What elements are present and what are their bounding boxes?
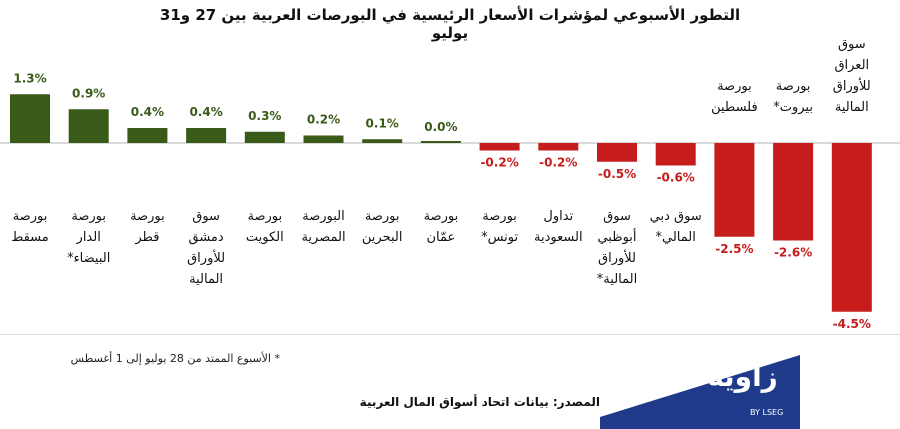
category-label: البورصة المصرية [301, 209, 345, 245]
bar-group: 0.4% بورصة قطر [127, 105, 168, 245]
bar [362, 139, 403, 143]
zawya-logo [600, 355, 800, 429]
footer-divider [0, 334, 900, 335]
value-label: -0.2% [480, 156, 518, 170]
category-label: بورصة فلسطين [711, 79, 758, 115]
value-label: -2.5% [715, 242, 753, 256]
bar [538, 143, 579, 151]
category-label: بورصة عمّان [424, 209, 459, 245]
value-label: -0.6% [657, 171, 695, 185]
bar-group: -0.5% سوق أبوظبي للأوراق المالية* [597, 143, 637, 287]
bar-group: -2.6% بورصة بيروت* [773, 79, 814, 260]
value-label: 0.2% [307, 113, 340, 127]
bar [420, 141, 461, 143]
category-label: بورصة قطر [130, 209, 165, 245]
category-label: بورصة مسقط [11, 209, 48, 245]
category-label: سوق دبي المالي* [650, 209, 702, 245]
bar [714, 143, 755, 237]
value-label: -0.5% [598, 167, 636, 181]
chart-title: التطور الأسبوعي لمؤشرات الأسعار الرئيسية… [159, 6, 741, 42]
bar [597, 143, 637, 162]
category-label: بورصة الدار البيضاء* [67, 209, 110, 266]
bar-group: -0.2% تداول السعودية [534, 143, 583, 245]
value-label: 0.4% [131, 105, 164, 119]
bar-group: -0.6% سوق دبي المالي* [650, 143, 702, 245]
bar-group: -0.2% بورصة تونس* [479, 143, 520, 245]
category-label: سوق دمشق للأوراق المالية [187, 209, 225, 287]
bar [68, 109, 109, 143]
value-label: 0.4% [189, 105, 222, 119]
category-label: بورصة تونس* [481, 209, 518, 245]
footnote: * الأسبوع الممتد من 28 يوليو إلى 1 أغسطس [70, 352, 280, 365]
bar-group: 0.1% بورصة البحرين [362, 116, 403, 245]
value-label: -2.6% [774, 246, 812, 260]
logo-text: زاوية [707, 360, 778, 393]
bar [773, 143, 814, 241]
value-label: -4.5% [833, 317, 871, 331]
bar [10, 94, 50, 143]
category-label: سوق أبوظبي للأوراق المالية* [597, 209, 637, 287]
bar-group: 0.0% بورصة عمّان [420, 120, 461, 245]
category-label: سوق العراق للأوراق المالية [833, 37, 871, 115]
category-label: بورصة بيروت* [773, 79, 813, 115]
bar-group: -2.5% بورصة فلسطين [711, 79, 758, 256]
bar [831, 143, 872, 312]
bar-group: 1.3% بورصة مسقط [10, 71, 50, 245]
category-label: بورصة البحرين [362, 209, 403, 245]
category-label: تداول السعودية [534, 209, 583, 245]
value-label: 1.3% [13, 71, 46, 85]
bar [479, 143, 520, 151]
value-label: 0.3% [248, 109, 281, 123]
bar-group: 0.9% بورصة الدار البيضاء* [67, 86, 110, 266]
bar [127, 128, 168, 143]
bar [655, 143, 696, 166]
bar-group: 0.4% سوق دمشق للأوراق المالية [186, 105, 227, 287]
bar [186, 128, 227, 143]
value-label: 0.1% [366, 116, 399, 130]
value-label: 0.9% [72, 86, 105, 100]
value-label: -0.2% [539, 156, 577, 170]
bar-group: 0.3% بورصة الكويت [244, 109, 285, 245]
category-label: بورصة الكويت [246, 209, 284, 245]
bar [244, 131, 285, 143]
logo-subtitle: BY LSEG [750, 408, 784, 417]
source-note: المصدر: بيانات اتحاد أسواق المال العربية [359, 395, 600, 409]
bar-group: -4.5% سوق العراق للأوراق المالية [831, 37, 872, 331]
bar-group: 0.2% البورصة المصرية [301, 113, 345, 246]
value-label: 0.0% [424, 120, 457, 134]
bar [303, 135, 344, 143]
